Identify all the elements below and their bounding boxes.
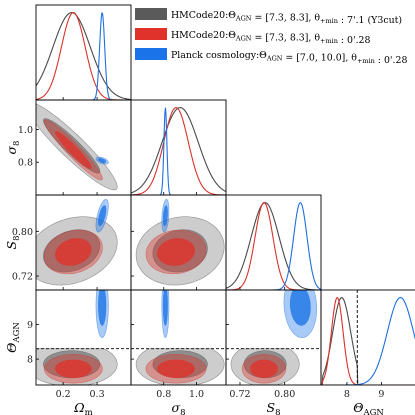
x-tick-label: 8 (344, 389, 350, 400)
x-tick-label: 0.3 (90, 389, 105, 400)
marginal-om (36, 12, 131, 100)
contour-68-series-1 (157, 359, 195, 378)
legend: HMCode20:ΘAGN = [7.3, 8.3], θ+min : 7'.1… (135, 8, 407, 66)
x-tick-label: 9 (378, 389, 384, 400)
panel-om-s8 (36, 103, 118, 191)
marginal-curve-series-1 (36, 12, 131, 100)
y-tick-label: 0.72 (12, 272, 33, 283)
y-tick-label: 0.8 (18, 158, 33, 169)
contour-68-series-1 (55, 131, 92, 169)
legend-label-series-0: HMCode20:ΘAGN = [7.3, 8.3], θ+min : 7'.1… (171, 10, 402, 26)
legend-swatch-series-1 (135, 28, 167, 40)
x-tick-label: 0.72 (229, 389, 250, 400)
legend-swatch-series-2 (135, 48, 167, 60)
panel-s8-S8 (135, 198, 225, 286)
x-axis-label-S8: S8 (267, 400, 281, 415)
marginal-curve-series-0 (226, 202, 321, 290)
contour-68-series-2 (162, 290, 168, 326)
x-axis-label-s8: σ8 (172, 400, 186, 415)
y-tick-label: 9 (27, 320, 33, 331)
y-axis-label-ag: ΘAGN (4, 322, 22, 353)
y-tick-label: 8 (27, 355, 33, 366)
x-tick-label: 0.80 (274, 389, 295, 400)
y-axis-label-s8: σ8 (4, 141, 22, 155)
marginal-curve-series-1 (226, 202, 321, 290)
x-axis-label-om: Ωm (73, 400, 92, 415)
contour-68-series-2 (98, 290, 107, 326)
marginal-curve-series-2 (321, 297, 415, 385)
x-axis-label-ag: ΘAGN (353, 400, 384, 415)
contour-68-series-2 (98, 205, 107, 227)
contour-68-series-1 (250, 359, 278, 378)
contour-68-series-1 (157, 238, 195, 266)
marginal-s8 (131, 107, 226, 195)
marginal-curve-series-1 (321, 297, 415, 385)
y-axis-label-S8: S8 (4, 236, 22, 250)
panel-s8-ag (135, 290, 225, 385)
x-tick-label: 0.8 (156, 389, 171, 400)
contour-68-series-1 (55, 238, 92, 266)
y-tick-label: 1.0 (18, 125, 33, 136)
contour-68-series-1 (55, 359, 92, 378)
legend-swatch-series-0 (135, 8, 167, 20)
y-tick-label: 0.80 (12, 227, 33, 238)
legend-label-series-2: Planck cosmology:ΘAGN = [7.0, 10.0], θ+m… (171, 50, 407, 66)
contour-68-series-2 (98, 158, 107, 164)
panel-om-ag (36, 290, 118, 385)
marginal-curve-series-1 (131, 107, 226, 195)
panel-S8-ag (230, 290, 318, 385)
panel-om-S8 (36, 198, 118, 286)
marginal-S8 (226, 201, 321, 290)
marginal-curve-series-0 (36, 12, 131, 100)
marginal-curve-series-0 (131, 107, 226, 194)
contour-68-series-2 (289, 290, 311, 326)
marginal-ag (321, 297, 415, 385)
legend-label-series-1: HMCode20:ΘAGN = [7.3, 8.3], θ+min : 0'.2… (171, 30, 371, 46)
contour-68-series-2 (162, 205, 168, 227)
x-tick-label: 0.2 (56, 389, 71, 400)
marginal-curve-series-0 (321, 297, 415, 385)
x-tick-label: 1.0 (189, 389, 204, 400)
panel-frame (320, 289, 415, 386)
